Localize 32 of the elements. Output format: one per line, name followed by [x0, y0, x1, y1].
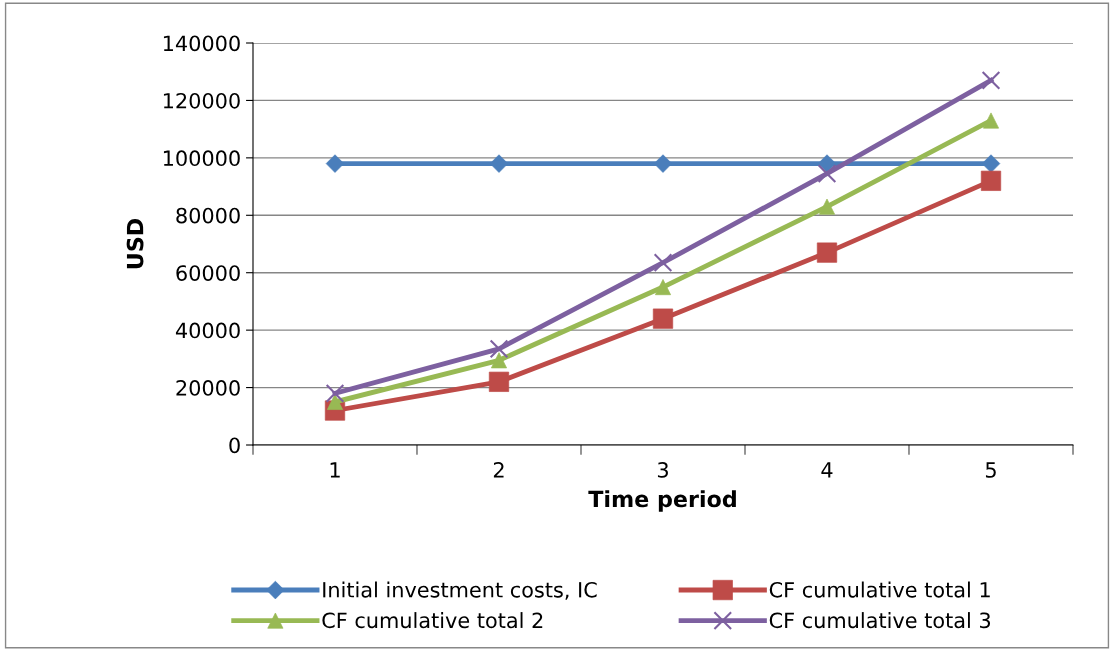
y-tick-label: 40000 [175, 322, 240, 339]
y-tick-label: 120000 [163, 92, 240, 109]
y-tick-label: 80000 [176, 207, 240, 224]
y-tick-label: 20000 [176, 380, 240, 396]
x-tick-label: 3 [657, 462, 668, 478]
point [817, 164, 837, 184]
point [325, 383, 345, 403]
legend-label: CF cumulative total 1 [769, 581, 990, 598]
point [816, 242, 838, 263]
y-tick-label: 140000 [163, 35, 240, 52]
point [981, 70, 1001, 90]
point [325, 154, 345, 173]
point [653, 154, 673, 173]
x-axis-title: Time period [588, 490, 736, 512]
point [653, 253, 673, 273]
point [652, 308, 674, 329]
legend-label: CF cumulative total 3 [769, 612, 991, 629]
y-tick-label: 60000 [176, 265, 240, 281]
legend-label: CF cumulative total 2 [322, 612, 543, 629]
x-tick-label: 5 [985, 462, 996, 478]
point [489, 339, 509, 359]
x-tick-label: 2 [493, 462, 504, 478]
y-tick-label: 0 [229, 437, 240, 454]
point [980, 170, 1002, 191]
point [327, 393, 343, 410]
legend-label: Initial investment costs, IC [323, 581, 597, 600]
y-tick-label: 100000 [163, 150, 240, 167]
point [817, 154, 837, 173]
point [489, 154, 509, 173]
x-tick-label: 4 [821, 462, 833, 478]
x-tick-label: 1 [330, 462, 340, 478]
y-axis-title: USD [126, 218, 144, 269]
